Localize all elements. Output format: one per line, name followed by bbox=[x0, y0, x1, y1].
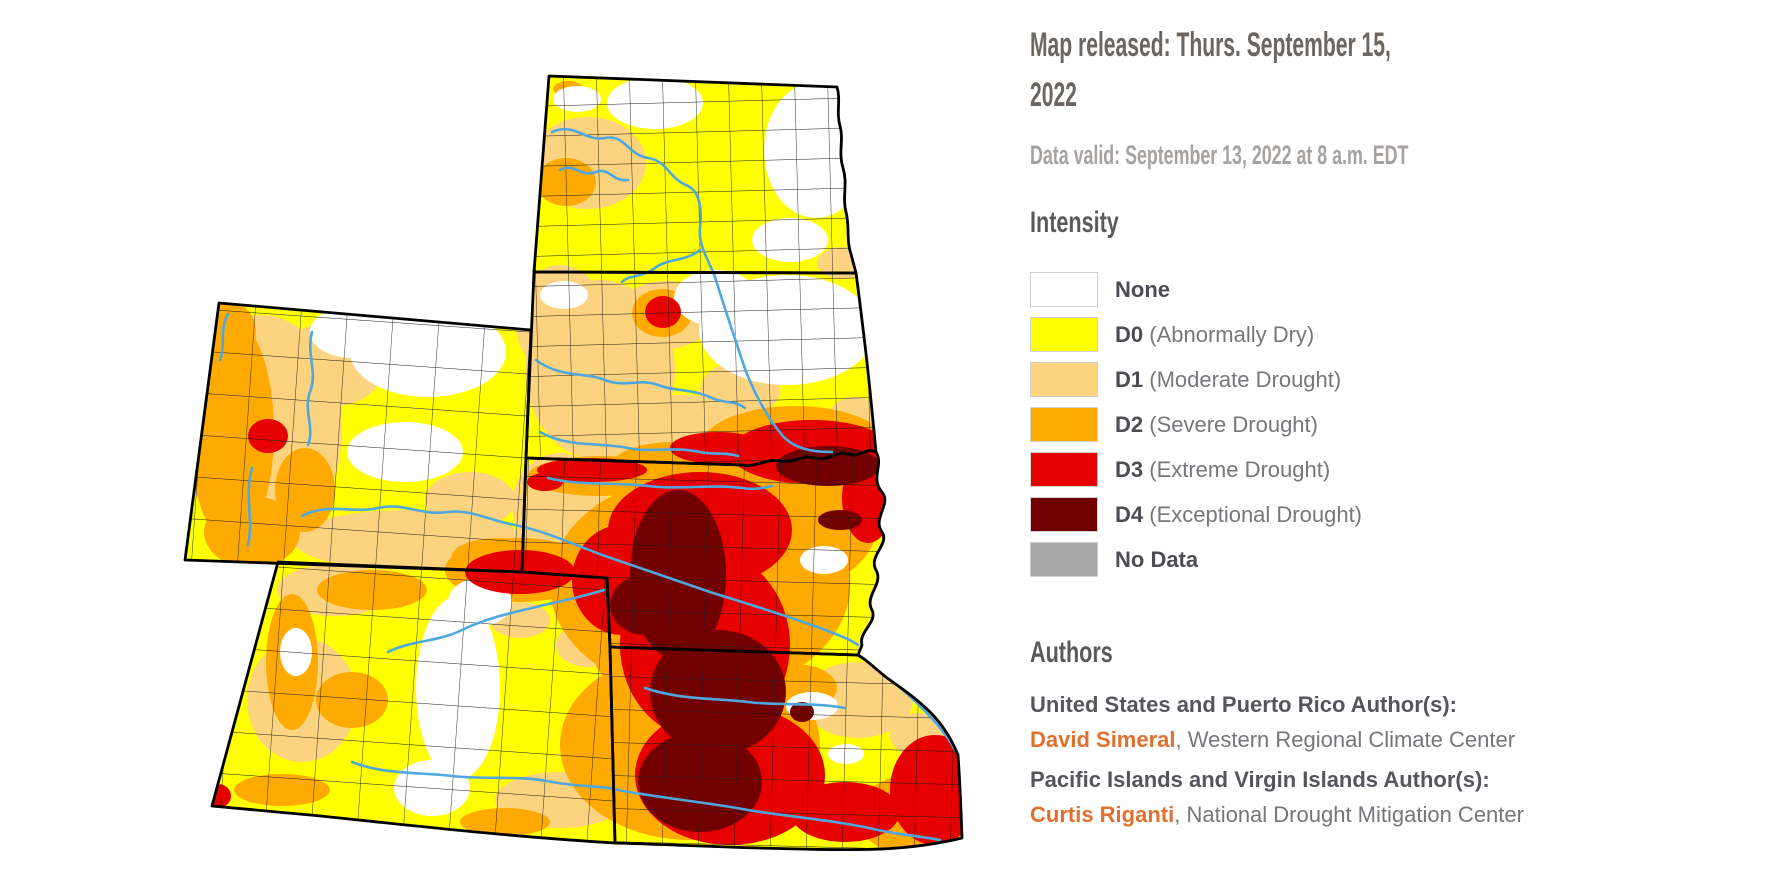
county-grid-layer bbox=[185, 76, 962, 850]
map-released-title: Map released: Thurs. September 15, 2022 bbox=[1030, 26, 1391, 114]
county-grid-colorado bbox=[212, 562, 615, 843]
legend-title: Intensity bbox=[1030, 206, 1119, 239]
niobrara-river bbox=[546, 476, 774, 491]
us-authors-label: United States and Puerto Rico Author(s): bbox=[1030, 692, 1457, 717]
legend-item: No Data bbox=[1030, 542, 1362, 577]
legend-item: D3 (Extreme Drought) bbox=[1030, 452, 1362, 487]
legend-swatch-none bbox=[1030, 272, 1098, 307]
arkansas-river bbox=[350, 760, 942, 842]
white-river bbox=[538, 430, 740, 458]
legend-label: D4 bbox=[1115, 501, 1144, 527]
state-nebraska bbox=[520, 449, 887, 657]
legend-swatch-d3 bbox=[1030, 452, 1098, 487]
legend-item: D0 (Abnormally Dry) bbox=[1030, 317, 1362, 352]
county-grid-south-dakota bbox=[526, 272, 876, 466]
south-platte-river bbox=[386, 588, 606, 654]
missouri-river bbox=[550, 127, 834, 454]
platte-river bbox=[300, 505, 860, 647]
snake-river bbox=[218, 312, 230, 362]
legend-label: None bbox=[1115, 276, 1170, 302]
state-kansas bbox=[608, 645, 964, 852]
state-north-dakota bbox=[532, 74, 858, 275]
legend-swatch-d0 bbox=[1030, 317, 1098, 352]
us-author-name-link[interactable]: David Simeral bbox=[1030, 727, 1176, 752]
pi-author-name-link[interactable]: Curtis Riganti bbox=[1030, 802, 1175, 827]
lake-sakakawea bbox=[558, 166, 630, 182]
legend-swatch-nodata bbox=[1030, 542, 1098, 577]
legend-swatch-d2 bbox=[1030, 407, 1098, 442]
legend-item: None bbox=[1030, 272, 1362, 307]
legend-label: No Data bbox=[1115, 546, 1199, 572]
county-grid-wyoming bbox=[185, 303, 531, 572]
pi-author-line: Curtis Riganti, National Drought Mitigat… bbox=[1030, 802, 1524, 827]
cheyenne-river bbox=[534, 358, 747, 410]
intensity-legend: None D0 (Abnormally Dry) D1 (Moderate Dr… bbox=[1030, 272, 1362, 587]
legend-label: D3 bbox=[1115, 456, 1144, 482]
legend-label: D1 bbox=[1115, 366, 1144, 392]
republican-river bbox=[643, 686, 847, 710]
authors-title: Authors bbox=[1030, 636, 1113, 669]
green-river bbox=[246, 466, 254, 547]
data-valid-subtitle: Data valid: September 13, 2022 at 8 a.m.… bbox=[1030, 140, 1409, 170]
county-grid-kansas bbox=[610, 647, 962, 850]
legend-item: D2 (Severe Drought) bbox=[1030, 407, 1362, 442]
legend-label: D0 bbox=[1115, 321, 1144, 347]
pi-authors-label: Pacific Islands and Virgin Islands Autho… bbox=[1030, 767, 1490, 792]
state-outline-layer bbox=[183, 74, 964, 852]
us-author-line: David Simeral, Western Regional Climate … bbox=[1030, 727, 1516, 752]
legend-item: D1 (Moderate Drought) bbox=[1030, 362, 1362, 397]
state-colorado bbox=[210, 560, 617, 845]
legend-swatch-d1 bbox=[1030, 362, 1098, 397]
legend-swatch-d4 bbox=[1030, 497, 1098, 532]
county-grid-north-dakota bbox=[534, 76, 856, 273]
legend-item: D4 (Exceptional Drought) bbox=[1030, 497, 1362, 532]
cannonball-river bbox=[620, 248, 702, 284]
bighorn-river bbox=[306, 330, 315, 447]
legend-label: D2 bbox=[1115, 411, 1144, 437]
